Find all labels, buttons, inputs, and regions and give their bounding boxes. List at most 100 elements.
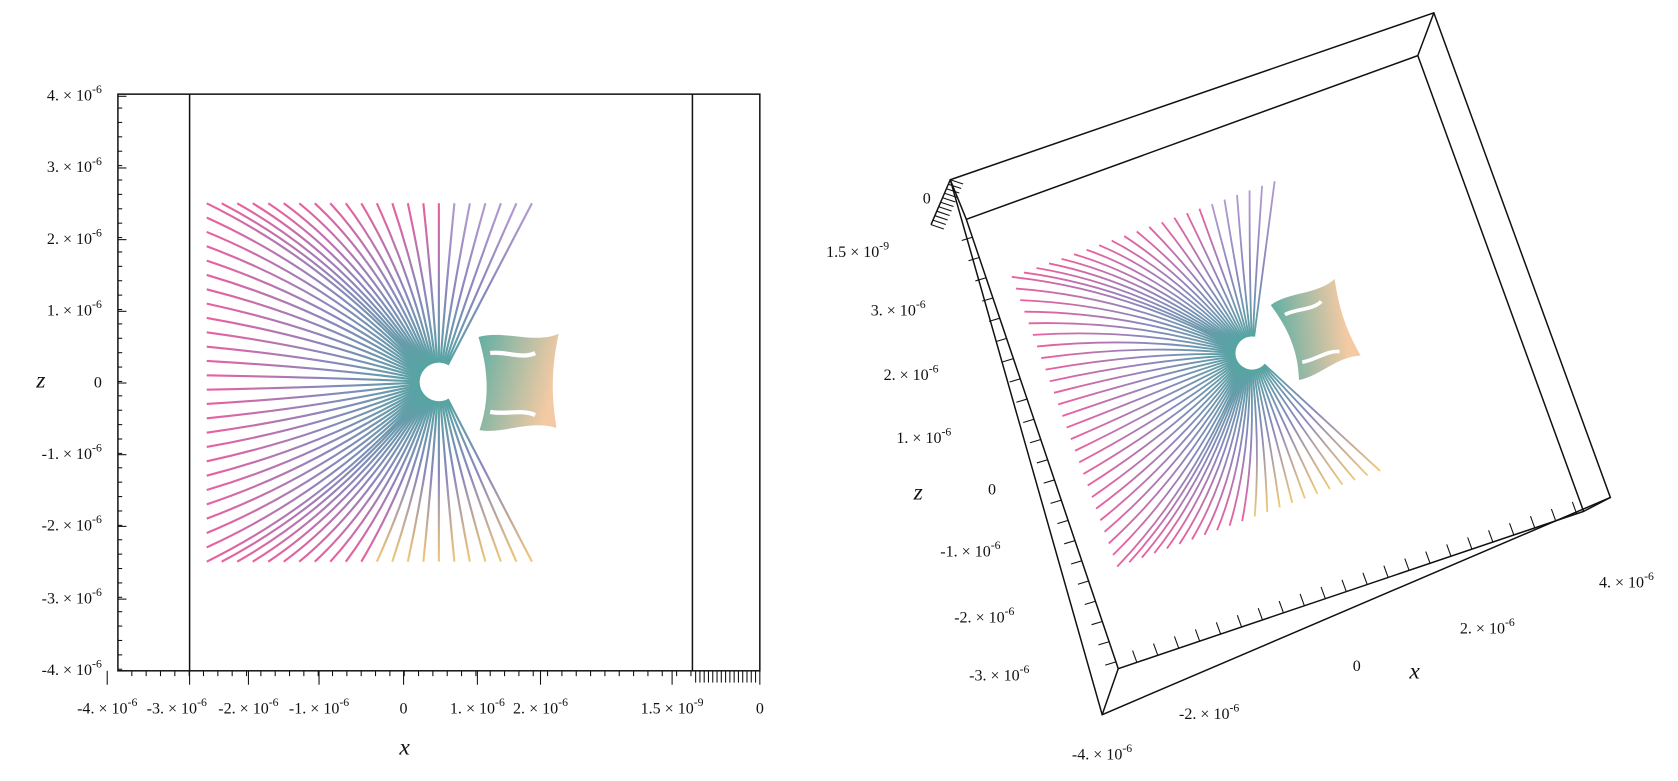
field-line — [206, 386, 421, 449]
tick-label: 1.5 × 10-9 — [641, 696, 704, 717]
field-line — [206, 345, 421, 381]
left-frame — [117, 93, 761, 683]
field-line — [1028, 322, 1236, 352]
field-line — [406, 203, 437, 364]
field-line — [206, 302, 422, 377]
field-line — [1186, 212, 1246, 339]
field-line — [1241, 369, 1253, 522]
tick-base: 0 — [756, 701, 764, 718]
tick-base: 2. × 10 — [513, 701, 558, 718]
field-line — [1252, 369, 1269, 513]
tick-exponent: -6 — [558, 696, 568, 709]
tick-label: -1. × 10-6 — [940, 539, 1000, 560]
axis-label: z — [35, 367, 45, 393]
minor-tick — [1132, 650, 1138, 663]
field-line — [329, 202, 430, 366]
tick-label: 1.5 × 10-9 — [826, 239, 889, 260]
minor-tick — [1320, 586, 1326, 599]
minor-ticks — [930, 179, 1578, 666]
tick-exponent: -6 — [929, 362, 939, 375]
field-line — [344, 398, 432, 563]
tick-label: 1. × 10-6 — [896, 425, 951, 446]
tick-label: -2. × 10-6 — [954, 605, 1014, 626]
field-line — [252, 202, 426, 370]
minor-tick — [975, 277, 987, 282]
field-line — [1103, 365, 1243, 533]
minor-tick — [1257, 607, 1264, 621]
minor-tick — [968, 257, 980, 262]
tick-base: 2. × 10 — [1460, 620, 1505, 637]
field-lines — [206, 202, 559, 563]
field-line — [1023, 271, 1237, 349]
tick-base: 1.5 × 10 — [826, 244, 879, 261]
tick-exponent: -6 — [495, 696, 505, 709]
tick-exponent: -6 — [339, 696, 349, 709]
field-line — [445, 202, 518, 365]
tick-base: 0 — [923, 190, 931, 207]
field-line — [314, 397, 429, 563]
field-line — [298, 396, 428, 563]
tick-label: -3. × 10-6 — [969, 663, 1029, 684]
tick-base: -2. × 10 — [42, 518, 92, 535]
field-line — [360, 399, 433, 563]
field-line — [1011, 276, 1237, 349]
tick-label: -4. × 10-6 — [77, 696, 137, 717]
field-line — [1048, 262, 1238, 348]
minor-tick — [1098, 641, 1110, 646]
field-line — [1036, 267, 1238, 348]
field-line — [1045, 353, 1236, 371]
tick-exponent: -9 — [694, 696, 704, 709]
field-line — [1078, 361, 1239, 464]
tick-label: 1. × 10-6 — [47, 298, 102, 319]
tick-exponent: -6 — [92, 441, 102, 454]
minor-tick — [930, 224, 945, 230]
minor-tick — [988, 317, 1000, 322]
blob — [1270, 278, 1361, 381]
field-line — [206, 230, 424, 373]
minor-tick — [1236, 615, 1243, 628]
tick-base: 2. × 10 — [47, 231, 92, 248]
minor-tick — [1016, 398, 1028, 403]
minor-tick — [1215, 622, 1222, 635]
field-line — [445, 399, 518, 563]
tick-label: 3. × 10-6 — [871, 298, 926, 319]
tick-label: 0 — [94, 374, 102, 391]
tick-label: -3. × 10-6 — [147, 696, 207, 717]
minor-tick — [1488, 530, 1494, 543]
tick-label: 2. × 10-6 — [513, 696, 568, 717]
field-line — [1141, 367, 1245, 559]
minor-tick — [936, 210, 950, 216]
minor-tick — [1153, 643, 1159, 656]
field-line — [1136, 230, 1242, 342]
minor-tick — [1362, 572, 1368, 585]
tick-exponent: -6 — [92, 298, 102, 311]
tick-exponent: -6 — [92, 513, 102, 526]
field-line — [1248, 190, 1253, 337]
field-lines — [1011, 181, 1381, 568]
field-line — [206, 316, 421, 378]
field-line — [1111, 239, 1240, 344]
minor-tick — [1425, 551, 1431, 564]
minor-tick — [1043, 479, 1055, 484]
minor-tick — [1509, 523, 1515, 536]
tick-base: 4. × 10 — [1599, 574, 1644, 591]
field-line — [1032, 332, 1236, 353]
field-line — [206, 359, 420, 382]
field-line — [1091, 363, 1241, 498]
minor-tick — [1278, 600, 1284, 614]
minor-tick — [1091, 620, 1103, 626]
marker — [1246, 348, 1255, 357]
minor-tick — [948, 183, 962, 190]
field-line — [206, 288, 422, 376]
field-line — [1260, 366, 1344, 486]
box-front — [965, 54, 1585, 670]
field-line — [1178, 368, 1247, 545]
field-line — [1061, 257, 1238, 347]
box-edge — [1417, 12, 1435, 56]
minor-tick — [1446, 544, 1452, 557]
field-line — [439, 203, 456, 363]
tick-exponent: -6 — [991, 539, 1001, 552]
tick-label: 2. × 10-6 — [47, 226, 102, 247]
field-line — [1098, 244, 1240, 345]
